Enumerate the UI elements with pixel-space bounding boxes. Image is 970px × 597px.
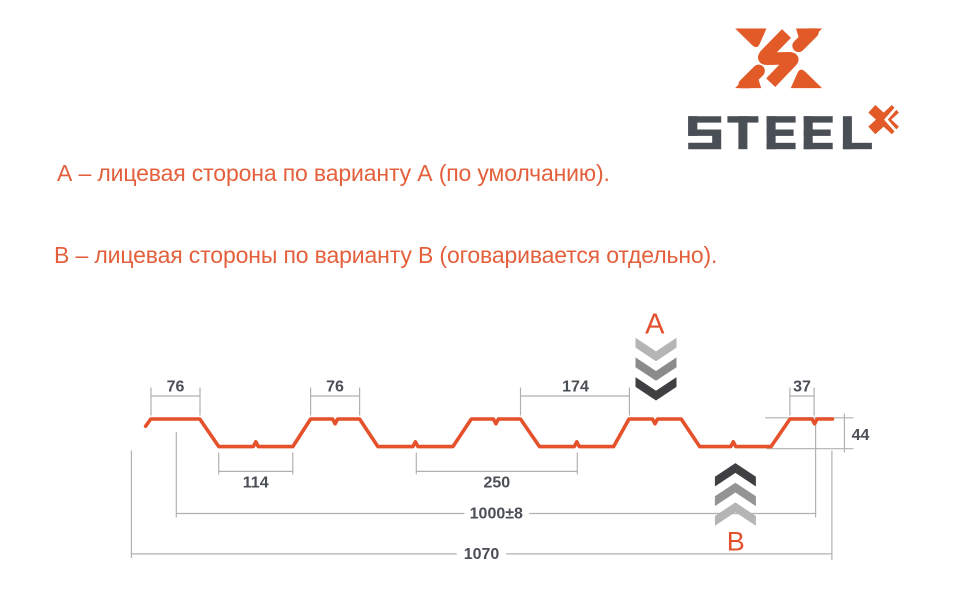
svg-text:174: 174 bbox=[562, 379, 589, 396]
svg-text:1070: 1070 bbox=[464, 546, 500, 563]
svg-text:A: A bbox=[645, 309, 665, 341]
svg-text:1000±8: 1000±8 bbox=[470, 506, 523, 523]
svg-text:44: 44 bbox=[852, 427, 870, 444]
svg-text:76: 76 bbox=[326, 379, 344, 396]
svg-text:76: 76 bbox=[167, 379, 185, 396]
svg-text:250: 250 bbox=[483, 475, 510, 492]
svg-text:B: B bbox=[727, 527, 745, 557]
svg-text:114: 114 bbox=[243, 475, 269, 492]
svg-text:37: 37 bbox=[793, 379, 811, 396]
